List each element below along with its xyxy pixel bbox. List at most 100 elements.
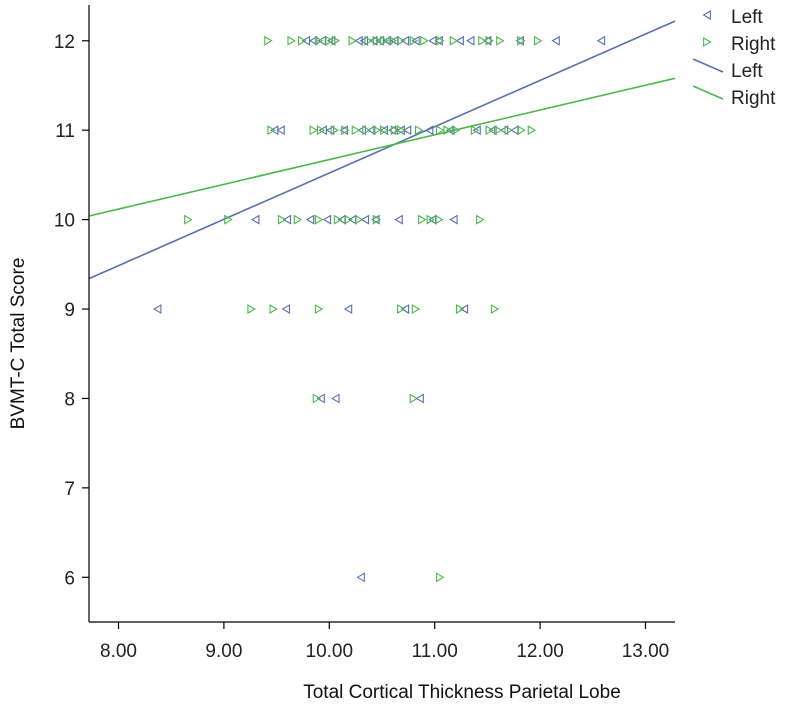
data-point-right: [348, 35, 357, 46]
data-point-left: [316, 393, 325, 404]
data-point-left: [359, 35, 369, 46]
legend-item-marker-left: Left: [702, 7, 763, 28]
data-point-right: [397, 304, 406, 314]
data-point-right: [331, 35, 341, 46]
data-point-right: [364, 35, 373, 46]
data-point-left: [305, 214, 315, 225]
data-point-left: [388, 125, 397, 136]
data-point-right: [449, 35, 459, 46]
data-point-right: [436, 125, 445, 136]
x-axis-title: Total Cortical Thickness Parietal Lobe: [303, 682, 621, 703]
data-point-right: [351, 125, 361, 136]
data-point-left: [449, 214, 458, 225]
fit-line-right: [88, 77, 676, 217]
data-point-right: [517, 125, 526, 136]
data-point-right: [333, 214, 343, 225]
data-point-left: [354, 35, 363, 46]
data-point-left: [482, 35, 492, 46]
data-point-right: [264, 35, 273, 46]
data-point-right: [436, 572, 445, 583]
data-point-left: [317, 35, 326, 46]
data-point-left: [400, 35, 410, 46]
data-point-right: [409, 35, 419, 46]
data-point-right: [372, 125, 382, 136]
data-point-right: [476, 214, 485, 225]
data-point-right: [312, 393, 322, 404]
data-point-right: [420, 35, 429, 46]
data-point-left: [402, 125, 412, 136]
y-tick-label: 9: [64, 300, 75, 321]
data-point-right: [314, 304, 324, 314]
data-point-left: [357, 125, 366, 136]
axes: [88, 5, 675, 623]
data-point-right: [485, 125, 494, 136]
data-point-left: [488, 125, 497, 136]
data-point-right: [372, 35, 382, 46]
data-point-right: [390, 125, 400, 136]
data-point-left: [356, 572, 365, 583]
y-tick-label: 6: [64, 568, 75, 589]
data-point-right: [456, 304, 465, 314]
data-point-right: [267, 125, 276, 136]
data-point-right: [362, 125, 371, 136]
data-point-right: [224, 214, 233, 225]
data-point-left: [276, 125, 285, 136]
data-point-right: [309, 125, 318, 136]
data-point-right: [504, 125, 513, 136]
data-point-left: [322, 214, 332, 225]
legend-label: Right: [731, 88, 776, 109]
data-point-left: [499, 125, 509, 136]
legend-symbol-right: [703, 37, 712, 47]
data-point-right: [354, 214, 364, 225]
data-point-right: [414, 125, 424, 136]
data-point-right: [426, 214, 435, 225]
fit-line-left: [88, 20, 676, 280]
data-point-right: [485, 35, 494, 46]
data-point-right: [247, 304, 256, 314]
y-tick-label: 12: [54, 32, 75, 53]
y-axis-title: BVMT-C Total Score: [8, 258, 29, 430]
legend-item-line-right: Right: [692, 85, 776, 109]
data-point-right: [316, 125, 326, 136]
x-tick-label: 8.00: [100, 641, 137, 662]
data-point-left: [343, 304, 353, 314]
data-point-right: [411, 304, 421, 314]
data-point-right: [372, 214, 382, 225]
data-point-right: [293, 214, 303, 225]
data-point-right: [397, 125, 406, 136]
data-point-right: [496, 35, 505, 46]
legend-line-right: [692, 85, 724, 100]
legend-label: Left: [731, 61, 763, 82]
legend-line-left: [692, 58, 724, 73]
series-right-points: [184, 35, 543, 583]
series-left-points: [153, 35, 606, 583]
x-tick-label: 11.00: [412, 641, 458, 662]
data-point-right: [388, 35, 398, 46]
data-point-left: [472, 125, 481, 136]
data-point-right: [314, 214, 324, 225]
data-point-left: [281, 304, 291, 314]
data-point-right: [380, 35, 389, 46]
y-tick-label: 8: [64, 389, 75, 410]
x-tick-label: 13.00: [622, 641, 670, 662]
x-tick-label: 9.00: [205, 641, 242, 662]
data-point-right: [380, 125, 389, 136]
y-tick-label: 7: [64, 479, 75, 500]
data-point-right: [451, 125, 461, 136]
data-point-left: [394, 214, 403, 225]
data-point-left: [325, 125, 335, 136]
data-point-right: [325, 35, 334, 46]
data-point-right: [534, 35, 543, 46]
plot-area: [88, 20, 676, 583]
data-point-right: [478, 35, 487, 46]
data-point-left: [318, 125, 327, 136]
data-point-left: [366, 125, 376, 136]
data-point-right: [527, 125, 537, 136]
data-point-right: [470, 125, 480, 136]
data-point-right: [418, 214, 427, 225]
data-point-left: [309, 35, 318, 46]
data-point-left: [153, 304, 162, 314]
data-point-left: [415, 393, 424, 404]
data-point-right: [297, 35, 307, 46]
